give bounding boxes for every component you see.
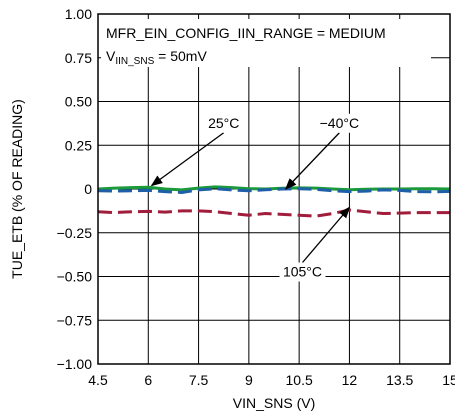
series-label-arrow <box>150 132 225 187</box>
series-labels: 25°C −40°C 105°C <box>150 113 363 282</box>
y-tick-label: −1.00 <box>57 356 93 372</box>
series-label-background <box>204 113 243 133</box>
y-tick-label: −0.25 <box>57 225 93 241</box>
config-annotation: MFR_EIN_CONFIG_IIN_RANGE = MEDIUM <box>106 25 386 41</box>
series-label-background <box>279 262 326 282</box>
x-axis-title: VIN_SNS (V) <box>233 395 315 411</box>
x-tick-label: 7.5 <box>189 372 209 388</box>
x-tick-label: 9 <box>245 372 253 388</box>
y-tick-label: −0.75 <box>57 312 93 328</box>
series-label-background <box>316 113 363 133</box>
x-tick-label: 12 <box>342 372 358 388</box>
series-line <box>98 187 450 194</box>
series-label: 25°C <box>208 115 239 131</box>
y-tick-label: 1.00 <box>65 6 92 22</box>
x-tick-labels: 4.5 6 7.5 9 10.5 12 13.5 15 <box>88 372 455 388</box>
x-tick-label: 10.5 <box>286 372 313 388</box>
y-tick-label: 0.25 <box>65 137 92 153</box>
vsns-prefix: V <box>106 48 116 64</box>
x-tick-label: 6 <box>144 372 152 388</box>
y-tick-label: 0.50 <box>65 94 92 110</box>
y-tick-label: 0 <box>84 181 92 197</box>
vsns-annotation: VIIN_SNS = 50mV <box>106 48 207 67</box>
series-group <box>98 185 450 218</box>
x-tick-label: 15 <box>442 372 455 388</box>
series-label-arrow <box>284 132 340 190</box>
series-label: 105°C <box>283 264 322 280</box>
series-label: −40°C <box>320 115 359 131</box>
vsns-subscript: IIN_SNS <box>115 56 154 67</box>
x-tick-label: 13.5 <box>386 372 413 388</box>
vsns-value: = 50mV <box>154 48 207 64</box>
annotation-background <box>101 19 431 67</box>
y-tick-labels: 1.00 0.75 0.50 0.25 0 −0.25 −0.50 −0.75 −1.00 <box>57 6 93 372</box>
x-tick-label: 4.5 <box>88 372 108 388</box>
series-label-arrow <box>302 206 351 263</box>
y-axis-title: TUE_ETB (% OF READING) <box>9 99 25 279</box>
y-tick-label: 0.75 <box>65 50 92 66</box>
y-tick-label: −0.50 <box>57 269 93 285</box>
plot-frame <box>97 13 451 365</box>
